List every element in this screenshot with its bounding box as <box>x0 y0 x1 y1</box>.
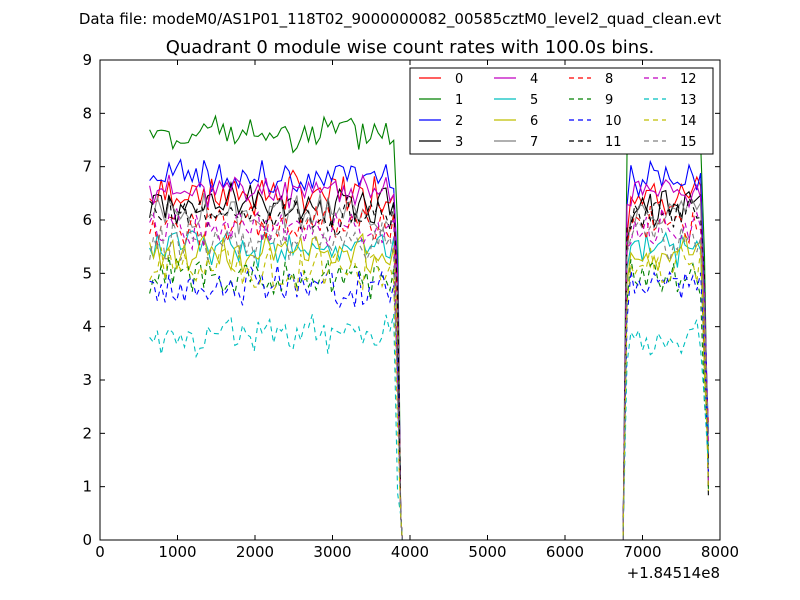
x-tick-label: 0 <box>95 543 105 561</box>
legend-label-2: 2 <box>455 114 463 129</box>
y-tick-label: 7 <box>82 158 92 176</box>
legend-box <box>409 67 714 155</box>
legend-label-12: 12 <box>680 72 697 87</box>
series-line-8 <box>149 206 709 540</box>
legend-label-15: 15 <box>680 135 697 150</box>
y-tick-label: 0 <box>82 531 92 549</box>
series-line-10 <box>149 264 709 540</box>
x-tick-label: 1000 <box>158 543 196 561</box>
x-tick-label: 8000 <box>701 543 739 561</box>
series-line-12 <box>149 208 709 540</box>
plot-area <box>149 114 709 540</box>
legend-label-5: 5 <box>530 93 538 108</box>
legend-label-11: 11 <box>605 135 622 150</box>
series-line-6 <box>149 232 709 540</box>
series-line-2 <box>149 158 709 540</box>
series-layer <box>149 114 709 540</box>
legend-label-9: 9 <box>605 93 613 108</box>
x-tick-label: 6000 <box>546 543 584 561</box>
legend-label-1: 1 <box>455 93 463 108</box>
y-tick-label: 3 <box>82 371 92 389</box>
x-offset-label: +1.84514e8 <box>627 564 720 582</box>
x-tick-label: 5000 <box>468 543 506 561</box>
series-line-13 <box>149 313 709 540</box>
figure-suptitle: Data file: modeM0/AS1P01_118T02_90000000… <box>79 10 721 29</box>
series-line-4 <box>149 173 709 540</box>
legend-label-3: 3 <box>455 135 463 150</box>
x-tick-label: 7000 <box>623 543 661 561</box>
legend-label-13: 13 <box>680 93 697 108</box>
legend-label-10: 10 <box>605 114 622 129</box>
series-line-11 <box>149 193 709 540</box>
legend-label-14: 14 <box>680 114 697 129</box>
legend-label-0: 0 <box>455 72 463 87</box>
x-tick-label: 2000 <box>236 543 274 561</box>
legend-label-6: 6 <box>530 114 538 129</box>
y-tick-label: 2 <box>82 424 92 442</box>
chart-title: Quadrant 0 module wise count rates with … <box>166 37 655 58</box>
x-tick-label: 4000 <box>391 543 429 561</box>
y-tick-label: 9 <box>82 51 92 69</box>
legend-label-4: 4 <box>530 72 538 87</box>
x-axis: 0 1000 2000 3000 4000 5000 6000 7000 8000 <box>95 60 739 561</box>
y-tick-label: 1 <box>82 478 92 496</box>
y-tick-label: 4 <box>82 318 92 336</box>
y-tick-label: 5 <box>82 264 92 282</box>
series-line-14 <box>149 245 709 540</box>
legend-label-7: 7 <box>530 135 538 150</box>
legend-label-8: 8 <box>605 72 613 87</box>
y-tick-label: 8 <box>82 104 92 122</box>
x-tick-label: 3000 <box>313 543 351 561</box>
series-line-15 <box>149 214 709 540</box>
y-tick-label: 6 <box>82 211 92 229</box>
